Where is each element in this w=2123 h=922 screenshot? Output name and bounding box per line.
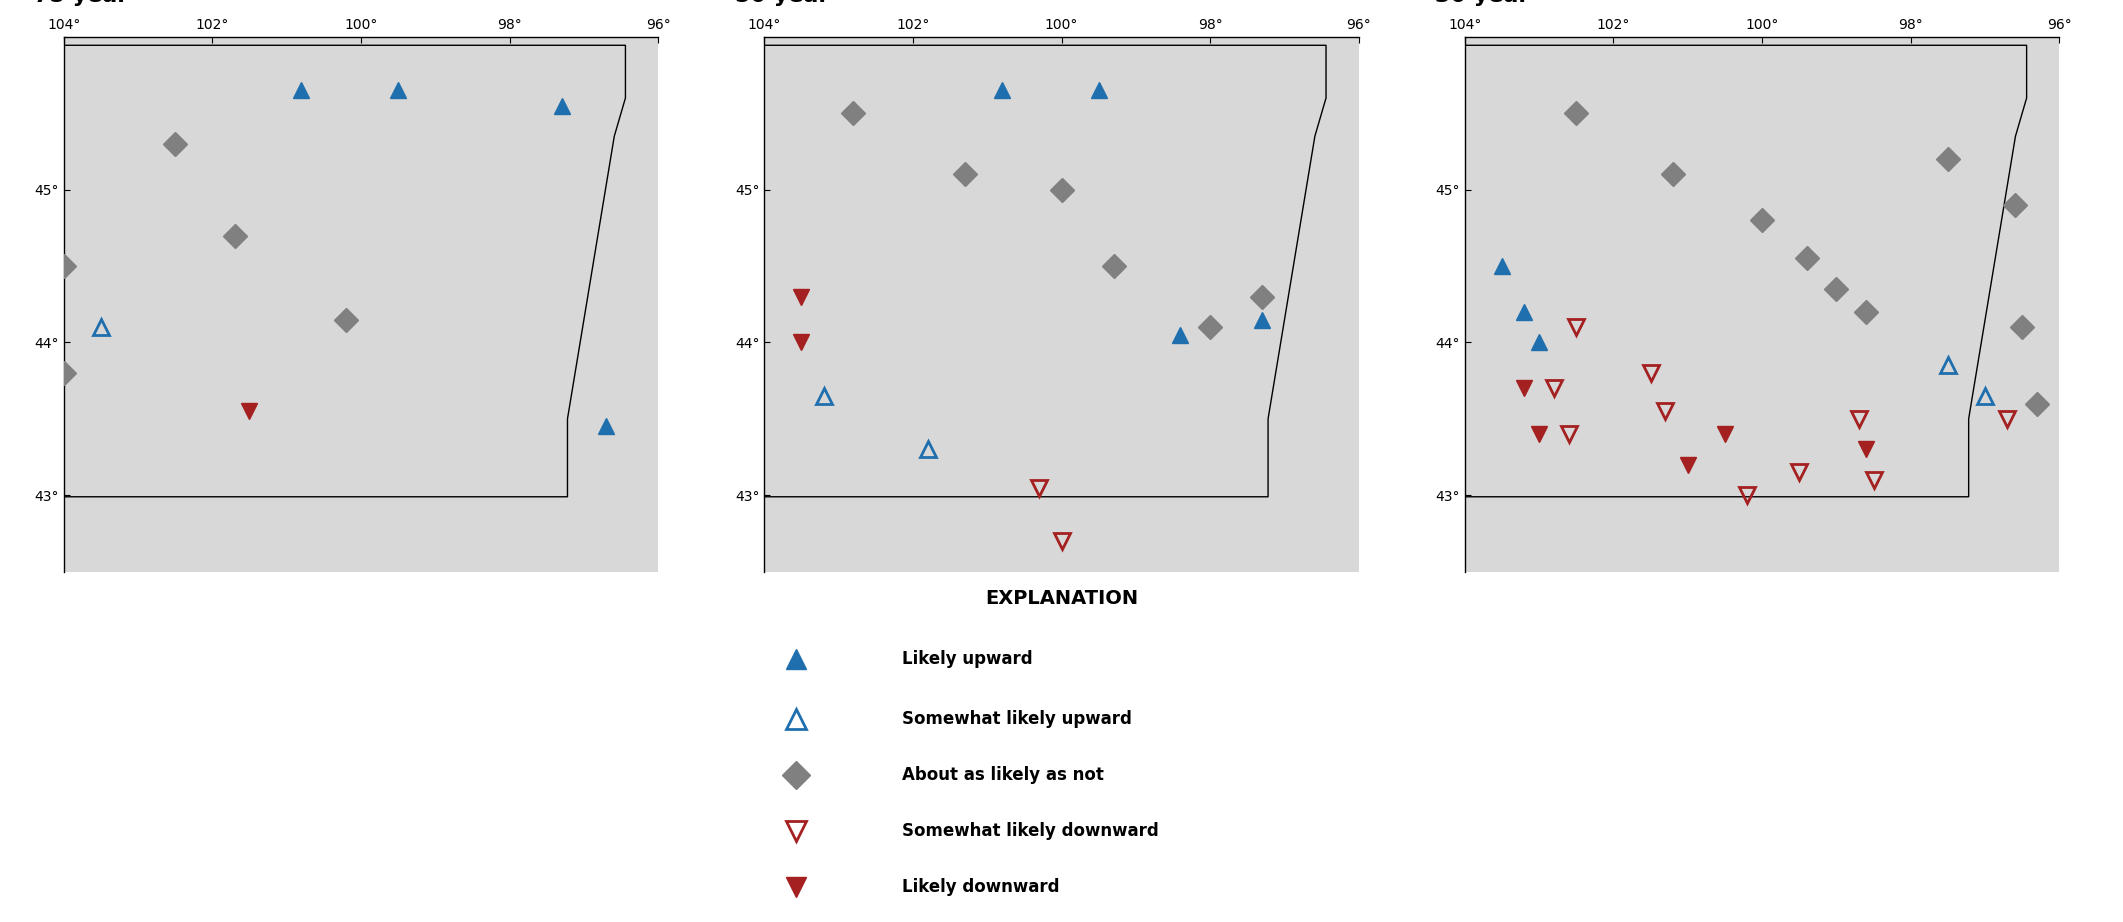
Text: EXPLANATION: EXPLANATION <box>985 589 1138 609</box>
Text: About as likely as not: About as likely as not <box>902 766 1104 784</box>
Polygon shape <box>59 45 626 497</box>
Text: Somewhat likely downward: Somewhat likely downward <box>902 822 1159 840</box>
Text: 75 year: 75 year <box>34 0 127 6</box>
Polygon shape <box>1461 45 2027 497</box>
Text: Likely downward: Likely downward <box>902 878 1059 896</box>
Text: 30 year: 30 year <box>1435 0 1529 6</box>
Polygon shape <box>760 45 1327 497</box>
Text: Somewhat likely upward: Somewhat likely upward <box>902 710 1132 727</box>
Text: 50 year: 50 year <box>735 0 828 6</box>
Text: Likely upward: Likely upward <box>902 650 1034 668</box>
